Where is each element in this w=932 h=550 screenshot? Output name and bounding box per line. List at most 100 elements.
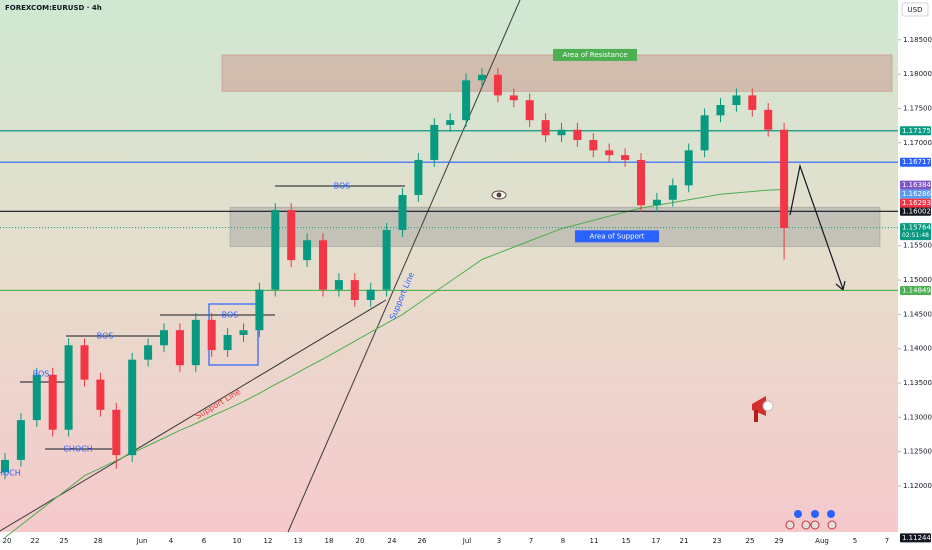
candle xyxy=(175,323,184,373)
event-icon xyxy=(801,520,811,530)
candle-body xyxy=(191,319,200,366)
y-tick-label: 1.12000 xyxy=(903,482,932,490)
y-tick-label: 1.13500 xyxy=(903,379,932,387)
candle xyxy=(382,223,391,297)
steep-trendline xyxy=(287,0,521,533)
y-tick-label: 1.13000 xyxy=(903,413,932,421)
candle xyxy=(128,352,137,462)
y-tick-label: 1.18000 xyxy=(903,70,932,78)
candle xyxy=(780,122,789,260)
x-tick-label: Jul xyxy=(462,537,472,545)
x-tick-label: Aug xyxy=(815,537,829,545)
price-tag-label: 1.16717 xyxy=(902,158,931,166)
zone-label-box xyxy=(553,48,637,61)
projection-arrow xyxy=(789,163,844,290)
x-tick-label: 18 xyxy=(325,537,334,545)
price-tag xyxy=(900,198,931,208)
price-tag-countdown: 02:51:48 xyxy=(902,232,929,239)
candle-body xyxy=(128,359,137,456)
candle xyxy=(700,108,709,158)
y-tick-label: 1.17000 xyxy=(903,139,932,147)
candle-body xyxy=(621,155,630,160)
annotation: BOS xyxy=(97,332,114,341)
candle xyxy=(605,143,614,163)
candle xyxy=(271,203,280,297)
annotation: CHOCH xyxy=(63,445,93,454)
price-tag xyxy=(900,285,931,295)
price-tag xyxy=(900,189,931,199)
price-axis xyxy=(898,0,932,550)
candle-body xyxy=(493,74,502,96)
annotation: CHOCH xyxy=(0,469,21,478)
x-tick-label: 17 xyxy=(652,537,661,545)
candle-body xyxy=(573,129,582,141)
support-trendline xyxy=(0,299,387,532)
annotation: BOS xyxy=(334,182,351,191)
x-tick-label: 7 xyxy=(529,537,533,545)
candle xyxy=(557,122,566,143)
x-tick-label: 28 xyxy=(94,537,103,545)
plot-background xyxy=(0,0,898,532)
candle xyxy=(350,273,359,307)
price-tag-label: 1.17175 xyxy=(902,127,931,135)
candle-body xyxy=(462,80,471,121)
candle-body xyxy=(16,420,25,460)
megaphone-handle xyxy=(754,410,758,422)
price-tag-label: 1.16002 xyxy=(902,207,931,215)
annotation: BOS xyxy=(33,370,50,379)
price-tag xyxy=(900,223,931,241)
x-tick-label: 11 xyxy=(590,537,599,545)
price-tag-label: 1.16286 xyxy=(902,190,931,198)
x-tick-label: 10 xyxy=(233,537,242,545)
candle xyxy=(652,192,661,213)
x-tick-label: 25 xyxy=(60,537,69,545)
y-tick-label: 1.15500 xyxy=(903,242,932,250)
candle xyxy=(493,67,502,103)
candle-body xyxy=(716,105,725,116)
annotation: BOS xyxy=(222,311,239,320)
x-tick-label: 26 xyxy=(418,537,427,545)
candle-body xyxy=(255,289,264,331)
candle-body xyxy=(287,210,296,261)
price-tag-label: 1.14849 xyxy=(902,286,931,294)
candle-body xyxy=(652,199,661,206)
candle-body xyxy=(414,159,423,195)
eye-icon xyxy=(491,190,507,200)
candle xyxy=(64,338,73,437)
candle xyxy=(191,313,200,373)
x-tick-label: 29 xyxy=(775,537,784,545)
candle-body xyxy=(32,374,41,421)
candle xyxy=(637,153,645,213)
x-tick-label: 8 xyxy=(561,537,565,545)
candle xyxy=(398,188,407,237)
y-tick-label: 1.15000 xyxy=(903,276,932,284)
candle-body xyxy=(748,95,757,110)
candle-body xyxy=(96,379,105,410)
candle-body xyxy=(160,330,168,346)
price-tag xyxy=(900,126,931,136)
candle-body xyxy=(64,345,73,430)
candle xyxy=(684,143,693,193)
candle-body xyxy=(700,115,709,151)
x-tick-label: 23 xyxy=(713,537,722,545)
x-tick-label: 20 xyxy=(3,537,12,545)
candle-body xyxy=(637,159,645,206)
candle xyxy=(414,153,423,202)
candle-body xyxy=(207,319,216,351)
candle-body xyxy=(382,229,391,290)
candle xyxy=(509,88,518,108)
candle-body xyxy=(350,280,359,300)
x-tick-label: 13 xyxy=(294,537,303,545)
currency-label: USD xyxy=(908,6,923,14)
candle xyxy=(478,67,486,88)
y-tick-label: 1.17500 xyxy=(903,104,932,112)
zone-label: Area of Support xyxy=(590,232,645,240)
x-tick-label: 21 xyxy=(680,537,689,545)
candle-body xyxy=(525,100,534,121)
x-tick-label: 15 xyxy=(622,537,631,545)
candle xyxy=(319,233,327,297)
candle-body xyxy=(430,124,439,160)
candle-body xyxy=(398,194,407,230)
candle xyxy=(32,367,41,427)
